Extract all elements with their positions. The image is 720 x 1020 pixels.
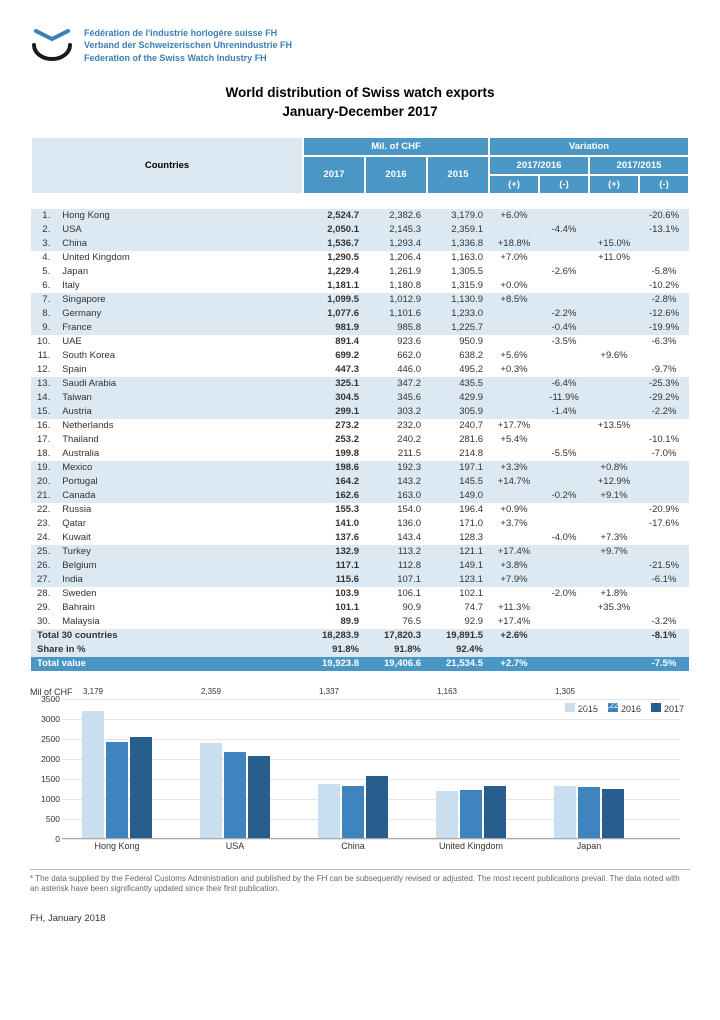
table-row: 1.Hong Kong2,524.72,382.63,179.0+6.0%-20… bbox=[31, 209, 689, 223]
table-row: 7.Singapore1,099.51,012.91,130.9+8.5%-2.… bbox=[31, 293, 689, 307]
chart-section: Mil of CHF 201520162017 0500100015002000… bbox=[30, 687, 690, 859]
org-fr: Fédération de l'industrie horlogère suis… bbox=[84, 27, 292, 39]
bar bbox=[554, 786, 576, 838]
table-row: 25.Turkey132.9113.2121.1+17.4%+9.7% bbox=[31, 545, 689, 559]
exports-table: Countries Mil. of CHF Variation 2017 201… bbox=[30, 136, 690, 671]
bar bbox=[82, 711, 104, 838]
hdr-minus2: (-) bbox=[639, 175, 689, 194]
bar bbox=[318, 784, 340, 837]
category-label: China bbox=[308, 841, 398, 851]
table-row: 2.USA2,050.12,145.32,359.1-4.4%-13.1% bbox=[31, 223, 689, 237]
bar bbox=[130, 737, 152, 838]
chart-ylabel: Mil of CHF bbox=[30, 687, 690, 697]
hdr-milchf: Mil. of CHF bbox=[303, 137, 489, 156]
report-title: World distribution of Swiss watch export… bbox=[30, 84, 690, 122]
table-row: 8.Germany1,077.61,101.61,233.0-2.2%-12.6… bbox=[31, 307, 689, 321]
footnote: * The data supplied by the Federal Custo… bbox=[30, 869, 690, 895]
table-row: 26.Belgium117.1112.8149.1+3.8%-21.5% bbox=[31, 559, 689, 573]
table-row: 19.Mexico198.6192.3197.1+3.3%+0.8% bbox=[31, 461, 689, 475]
table-row: 12.Spain447.3446.0495.2+0.3%-9.7% bbox=[31, 363, 689, 377]
hdr-variation: Variation bbox=[489, 137, 689, 156]
hdr-countries: Countries bbox=[31, 137, 303, 194]
table-row: 14.Taiwan304.5345.6429.9-11.9%-29.2% bbox=[31, 391, 689, 405]
table-row: 18.Australia199.8211.5214.8-5.5%-7.0% bbox=[31, 447, 689, 461]
hdr-plus2: (+) bbox=[589, 175, 639, 194]
table-row: 9.France981.9985.81,225.7-0.4%-19.9% bbox=[31, 321, 689, 335]
table-row: 6.Italy1,181.11,180.81,315.9+0.0%-10.2% bbox=[31, 279, 689, 293]
plot-area: 3,1792,3832,525Hong Kong2,3592,1452,050U… bbox=[62, 699, 680, 839]
table-row: 22.Russia155.3154.0196.4+0.9%-20.9% bbox=[31, 503, 689, 517]
footer-date: FH, January 2018 bbox=[30, 913, 690, 924]
table-body: 1.Hong Kong2,524.72,382.63,179.0+6.0%-20… bbox=[31, 194, 689, 671]
category-label: Japan bbox=[544, 841, 634, 851]
table-row: 15.Austria299.1303.2305.9-1.4%-2.2% bbox=[31, 405, 689, 419]
table-row: 27.India115.6107.1123.1+7.9%-6.1% bbox=[31, 573, 689, 587]
table-row: 24.Kuwait137.6143.4128.3-4.0%+7.3% bbox=[31, 531, 689, 545]
page-header: Fédération de l'industrie horlogère suis… bbox=[30, 25, 690, 66]
table-row: 10.UAE891.4923.6950.9-3.5%-6.3% bbox=[31, 335, 689, 349]
table-row: 23.Qatar141.0136.0171.0+3.7%-17.6% bbox=[31, 517, 689, 531]
org-en: Federation of the Swiss Watch Industry F… bbox=[84, 52, 292, 64]
org-names: Fédération de l'industrie horlogère suis… bbox=[84, 27, 292, 63]
table-row: 20.Portugal164.2143.2145.5+14.7%+12.9% bbox=[31, 475, 689, 489]
bar bbox=[436, 791, 458, 838]
hdr-minus1: (-) bbox=[539, 175, 589, 194]
title-line2: January-December 2017 bbox=[30, 103, 690, 122]
category-label: United Kingdom bbox=[426, 841, 516, 851]
hdr-plus1: (+) bbox=[489, 175, 539, 194]
org-de: Verband der Schweizerischen Uhrenindustr… bbox=[84, 39, 292, 51]
hdr-2017: 2017 bbox=[303, 156, 365, 194]
y-axis: 0500100015002000250030003500 bbox=[30, 699, 62, 839]
table-row: 21.Canada162.6163.0149.0-0.2%+9.1% bbox=[31, 489, 689, 503]
table-row: 11.South Korea699.2662.0638.2+5.6%+9.6% bbox=[31, 349, 689, 363]
table-header: Countries Mil. of CHF Variation 2017 201… bbox=[31, 137, 689, 194]
category-label: Hong Kong bbox=[72, 841, 162, 851]
bar bbox=[106, 742, 128, 837]
table-row: 30.Malaysia89.976.592.9+17.4%-3.2% bbox=[31, 615, 689, 629]
table-row: 29.Bahrain101.190.974.7+11.3%+35.3% bbox=[31, 601, 689, 615]
table-row: 4.United Kingdom1,290.51,206.41,163.0+7.… bbox=[31, 251, 689, 265]
bar-chart: 201520162017 050010001500200025003000350… bbox=[30, 699, 690, 859]
table-row: 17.Thailand253.2240.2281.6+5.4%-10.1% bbox=[31, 433, 689, 447]
title-line1: World distribution of Swiss watch export… bbox=[30, 84, 690, 103]
table-row: 13.Saudi Arabia325.1347.2435.5-6.4%-25.3… bbox=[31, 377, 689, 391]
table-row: 3.China1,536.71,293.41,336.8+18.8%+15.0% bbox=[31, 237, 689, 251]
hdr-2016: 2016 bbox=[365, 156, 427, 194]
category-label: USA bbox=[190, 841, 280, 851]
hdr-v1715: 2017/2015 bbox=[589, 156, 689, 175]
table-row: 5.Japan1,229.41,261.91,305.5-2.6%-5.8% bbox=[31, 265, 689, 279]
bar bbox=[200, 743, 222, 837]
hdr-v1716: 2017/2016 bbox=[489, 156, 589, 175]
table-row: 28.Sweden103.9106.1102.1-2.0%+1.8% bbox=[31, 587, 689, 601]
hdr-2015: 2015 bbox=[427, 156, 489, 194]
fh-logo bbox=[30, 25, 74, 66]
table-row: 16.Netherlands273.2232.0240.7+17.7%+13.5… bbox=[31, 419, 689, 433]
